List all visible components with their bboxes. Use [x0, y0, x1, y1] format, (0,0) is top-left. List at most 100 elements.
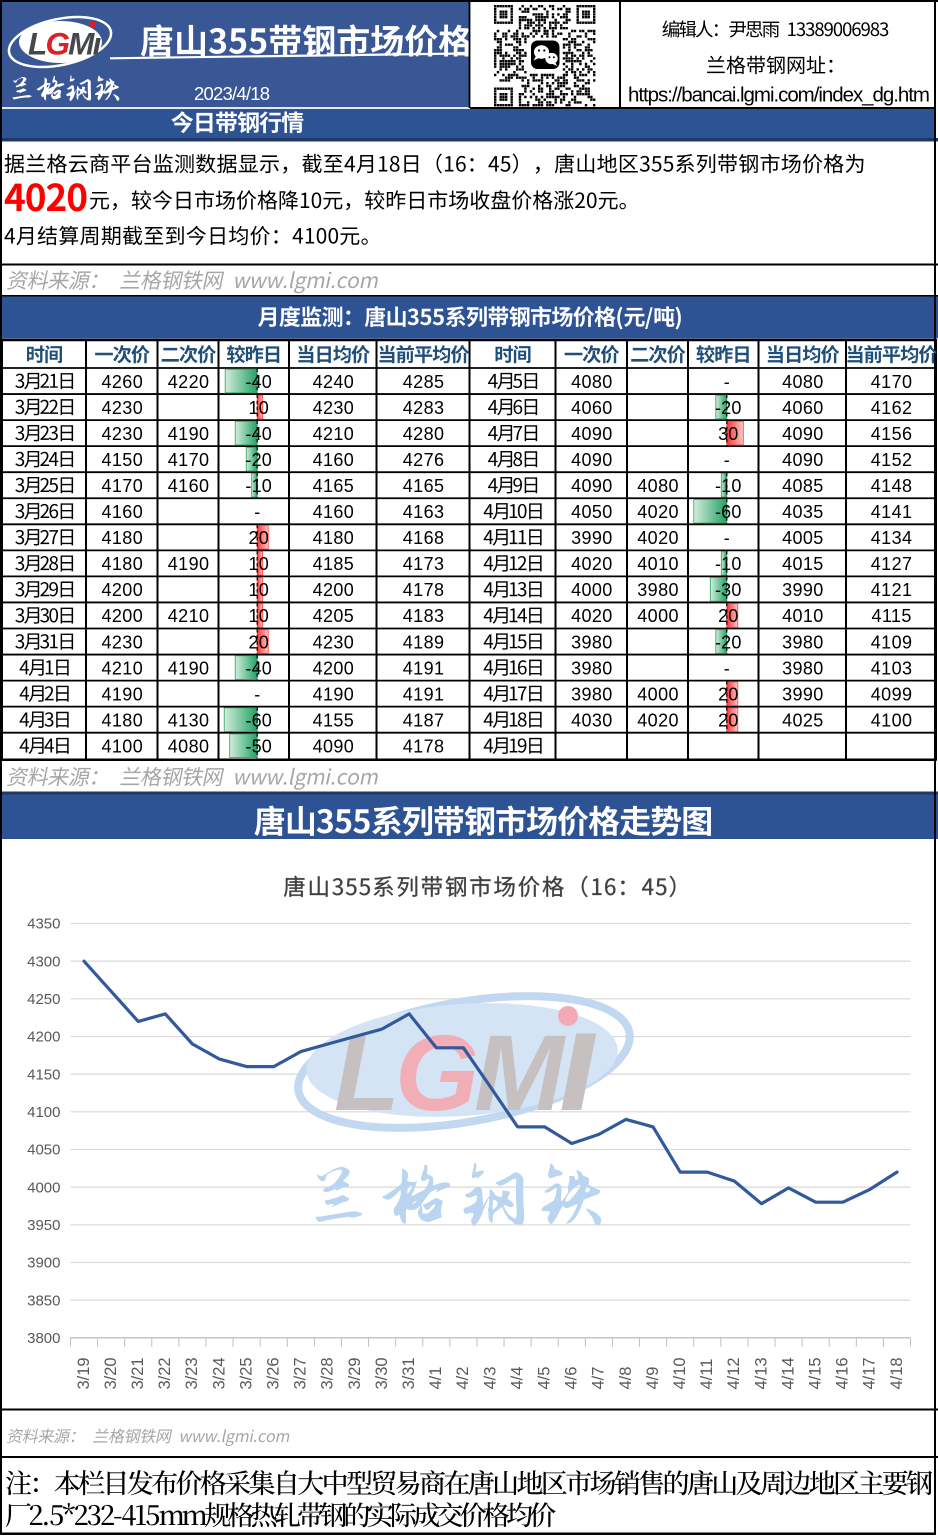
- svg-text:4173: 4173: [403, 554, 445, 574]
- svg-text:20: 20: [248, 632, 268, 652]
- svg-text:4210: 4210: [168, 606, 210, 626]
- svg-text:4170: 4170: [168, 450, 210, 470]
- svg-text:4205: 4205: [313, 606, 355, 626]
- svg-text:-40: -40: [245, 372, 272, 392]
- svg-text:4100: 4100: [27, 1104, 60, 1121]
- svg-text:-50: -50: [245, 737, 272, 757]
- svg-text:3/19: 3/19: [75, 1357, 93, 1389]
- svg-text:4100: 4100: [101, 737, 143, 757]
- svg-text:4020: 4020: [637, 502, 679, 522]
- svg-text:3980: 3980: [782, 632, 824, 652]
- svg-text:4/4: 4/4: [508, 1367, 526, 1390]
- svg-text:4185: 4185: [313, 554, 355, 574]
- svg-text:4020: 4020: [637, 711, 679, 731]
- svg-text:4189: 4189: [403, 632, 445, 652]
- svg-text:4180: 4180: [101, 528, 143, 548]
- svg-text:-40: -40: [245, 658, 272, 678]
- svg-text:4200: 4200: [27, 1029, 60, 1046]
- svg-text:4200: 4200: [101, 606, 143, 626]
- svg-text:4134: 4134: [871, 528, 913, 548]
- svg-text:3850: 3850: [27, 1292, 60, 1309]
- svg-text:3980: 3980: [571, 658, 613, 678]
- svg-text:4030: 4030: [571, 711, 613, 731]
- svg-text:4127: 4127: [871, 554, 913, 574]
- svg-text:4/15: 4/15: [806, 1357, 824, 1389]
- svg-text:2023/4/18: 2023/4/18: [194, 83, 270, 104]
- svg-text:4080: 4080: [571, 372, 613, 392]
- svg-text:-: -: [724, 372, 730, 392]
- svg-text:4050: 4050: [27, 1142, 60, 1159]
- svg-text:4150: 4150: [27, 1066, 60, 1083]
- svg-text:4190: 4190: [168, 424, 210, 444]
- svg-text:20: 20: [248, 528, 268, 548]
- svg-text:3/20: 3/20: [102, 1357, 120, 1389]
- svg-text:4180: 4180: [101, 711, 143, 731]
- svg-text:4035: 4035: [782, 502, 824, 522]
- svg-text:3980: 3980: [571, 684, 613, 704]
- svg-text:3950: 3950: [27, 1217, 60, 1234]
- svg-text:4050: 4050: [571, 502, 613, 522]
- svg-text:4168: 4168: [403, 528, 445, 548]
- svg-text:4160: 4160: [168, 476, 210, 496]
- svg-text:4060: 4060: [571, 398, 613, 418]
- svg-text:3/28: 3/28: [319, 1357, 337, 1389]
- svg-text:4/8: 4/8: [617, 1367, 635, 1390]
- svg-text:4005: 4005: [782, 528, 824, 548]
- svg-text:4240: 4240: [313, 372, 355, 392]
- svg-text:4090: 4090: [571, 424, 613, 444]
- svg-text:4000: 4000: [637, 684, 679, 704]
- svg-text:4183: 4183: [403, 606, 445, 626]
- svg-text:4187: 4187: [403, 711, 445, 731]
- svg-text:4150: 4150: [101, 450, 143, 470]
- svg-text:4283: 4283: [403, 398, 445, 418]
- svg-text:4230: 4230: [101, 424, 143, 444]
- svg-text:4099: 4099: [871, 684, 913, 704]
- svg-text:4160: 4160: [313, 450, 355, 470]
- svg-text:3/29: 3/29: [346, 1357, 364, 1389]
- svg-text:4/6: 4/6: [563, 1367, 581, 1390]
- svg-text:-20: -20: [715, 632, 742, 652]
- svg-text:4170: 4170: [101, 476, 143, 496]
- svg-text:4180: 4180: [313, 528, 355, 548]
- svg-text:3900: 3900: [27, 1255, 60, 1272]
- svg-text:10: 10: [248, 606, 268, 626]
- svg-text:-: -: [724, 528, 730, 548]
- svg-text:4190: 4190: [313, 684, 355, 704]
- svg-text:-: -: [724, 450, 730, 470]
- svg-text:4190: 4190: [101, 684, 143, 704]
- svg-text:4/5: 4/5: [535, 1367, 553, 1390]
- svg-text:4165: 4165: [403, 476, 445, 496]
- svg-text:4080: 4080: [637, 476, 679, 496]
- svg-text:-: -: [724, 658, 730, 678]
- svg-text:4280: 4280: [403, 424, 445, 444]
- svg-text:4000: 4000: [27, 1179, 60, 1196]
- svg-text:4152: 4152: [871, 450, 913, 470]
- svg-text:3/22: 3/22: [156, 1357, 174, 1389]
- svg-text:4090: 4090: [782, 450, 824, 470]
- svg-text:4090: 4090: [571, 450, 613, 470]
- svg-text:20: 20: [718, 684, 738, 704]
- svg-text:4020: 4020: [571, 606, 613, 626]
- svg-text:LGMı: LGMı: [28, 26, 102, 62]
- svg-text:4010: 4010: [782, 606, 824, 626]
- svg-text:3800: 3800: [27, 1330, 60, 1347]
- svg-text:-: -: [254, 502, 260, 522]
- svg-text:4141: 4141: [871, 502, 913, 522]
- svg-text:4191: 4191: [403, 684, 445, 704]
- svg-text:3/23: 3/23: [183, 1357, 201, 1389]
- svg-text:4200: 4200: [313, 580, 355, 600]
- svg-text:4200: 4200: [101, 580, 143, 600]
- svg-text:4/14: 4/14: [779, 1357, 797, 1389]
- svg-text:4190: 4190: [168, 554, 210, 574]
- svg-text:4200: 4200: [313, 658, 355, 678]
- svg-text:3980: 3980: [782, 658, 824, 678]
- svg-text:4080: 4080: [168, 737, 210, 757]
- svg-text:4190: 4190: [168, 658, 210, 678]
- svg-text:4090: 4090: [313, 737, 355, 757]
- svg-text:4230: 4230: [101, 398, 143, 418]
- svg-text:3/26: 3/26: [265, 1357, 283, 1389]
- svg-text:4015: 4015: [782, 554, 824, 574]
- svg-text:4100: 4100: [871, 711, 913, 731]
- svg-text:3990: 3990: [782, 580, 824, 600]
- svg-text:4160: 4160: [313, 502, 355, 522]
